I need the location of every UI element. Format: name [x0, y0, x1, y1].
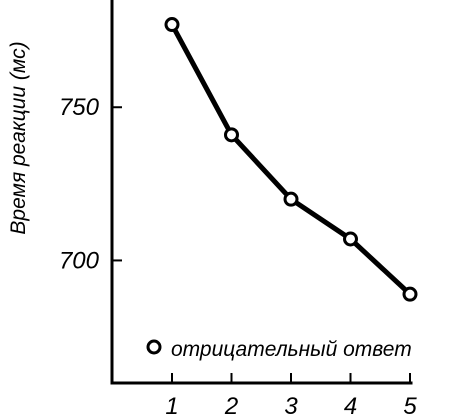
x-tick-label: 2: [224, 393, 238, 417]
legend-label: отрицательный ответ: [171, 338, 412, 361]
series-point: [164, 17, 180, 33]
series-layer: [164, 17, 418, 302]
x-tick-label: 5: [403, 393, 417, 417]
series-point: [402, 286, 418, 302]
y-tick-label: 700: [59, 247, 100, 274]
legend-marker: [146, 339, 162, 355]
y-ticks: 700 750: [59, 94, 122, 274]
series-point: [224, 127, 239, 143]
x-tick-label: 3: [284, 393, 298, 417]
x-ticks: 1 2 3 4 5: [165, 373, 417, 417]
legend: отрицательный ответ: [146, 338, 412, 361]
y-axis-label: Время реакции (мс): [7, 41, 30, 234]
axes: [110, 0, 413, 385]
y-tick-label: 750: [59, 94, 100, 121]
series-line: [169, 22, 413, 297]
series-point: [283, 191, 299, 207]
series-point: [343, 231, 358, 247]
x-tick-label: 4: [344, 393, 357, 417]
x-tick-label: 1: [165, 393, 178, 417]
